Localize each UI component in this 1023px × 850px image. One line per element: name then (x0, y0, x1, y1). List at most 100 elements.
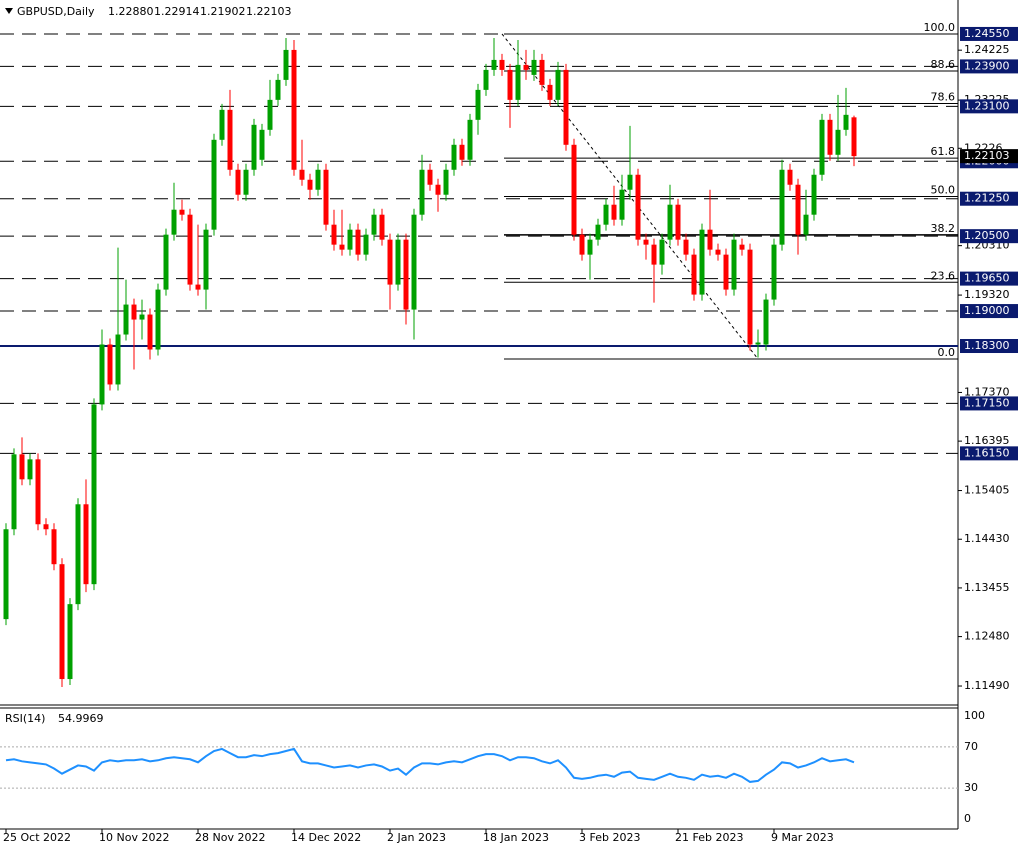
level-label: 1.23100 (964, 99, 1010, 112)
candle-body (803, 214, 809, 235)
level-box (960, 446, 1018, 461)
candle-body (539, 59, 545, 85)
header-value: 1.22103 (246, 5, 292, 18)
candle-body (291, 49, 297, 170)
candle-body (627, 174, 633, 190)
candle-body (771, 244, 777, 300)
candle-body (603, 204, 609, 225)
candle-body (715, 249, 721, 255)
y-tick-label: 1.16395 (964, 434, 1010, 447)
candle-body (499, 59, 505, 70)
x-tick-label: 14 Dec 2022 (291, 831, 361, 844)
candle-body (739, 244, 745, 250)
x-tick-label: 10 Nov 2022 (99, 831, 169, 844)
candle-body (19, 454, 25, 480)
level-box (960, 26, 1018, 41)
y-tick-label: 1.11490 (964, 679, 1010, 692)
candle-body (187, 214, 193, 285)
candle-body (155, 289, 161, 350)
candle-body (35, 459, 41, 525)
candle-body (563, 69, 569, 145)
candle-body (3, 529, 9, 620)
rsi-value: 54.9969 (58, 712, 104, 725)
rsi-title: RSI(14) (5, 712, 45, 725)
candle-body (731, 239, 737, 290)
candle-body (179, 209, 185, 215)
candle-body (299, 169, 305, 180)
candle-body (779, 169, 785, 245)
candle-body (411, 214, 417, 310)
y-tick-label: 1.24225 (964, 43, 1010, 56)
candle-body (619, 189, 625, 220)
candle-body (259, 129, 265, 160)
candle-body (467, 119, 473, 160)
candle-body (403, 239, 409, 310)
candle-body (459, 144, 465, 160)
candle-body (419, 169, 425, 215)
candle-body (59, 564, 65, 680)
candle-body (283, 49, 289, 80)
candle-body (107, 344, 113, 385)
candle-body (227, 109, 233, 170)
level-box (960, 271, 1018, 286)
level-box (960, 191, 1018, 206)
price-label: 1.22103 (964, 149, 1010, 162)
y-tick-label: 1.15405 (964, 484, 1010, 497)
candle-body (571, 144, 577, 235)
candle-body (835, 129, 841, 155)
price-box (960, 149, 1018, 164)
level-label: 1.23900 (964, 59, 1010, 72)
candle-body (243, 169, 249, 195)
rsi-tick-label: 70 (964, 740, 978, 753)
candle-body (123, 304, 129, 335)
candle-body (795, 184, 801, 235)
x-tick-label: 21 Feb 2023 (675, 831, 743, 844)
rsi-line (5, 747, 855, 783)
y-tick-label: 1.12480 (964, 630, 1010, 643)
fib-label: 78.6 (931, 91, 956, 104)
candle-body (483, 69, 489, 90)
candle-body (515, 64, 521, 100)
candle-body (219, 109, 225, 140)
candle-body (507, 69, 513, 100)
fib-label: 61.8 (931, 145, 956, 158)
candle-body (755, 342, 761, 345)
fib-label: 100.0 (924, 21, 956, 34)
rsi-tick-label: 30 (964, 781, 978, 794)
header-value: 1.22880 (108, 5, 154, 18)
candle-body (147, 314, 153, 350)
candle-body (699, 229, 705, 295)
candle-body (683, 239, 689, 255)
candle-body (523, 64, 529, 70)
candle-body (43, 524, 49, 530)
x-tick-label: 25 Oct 2022 (3, 831, 71, 844)
candle-body (195, 284, 201, 290)
candle-body (323, 169, 329, 225)
candle-body (851, 117, 857, 157)
candle-body (667, 204, 673, 240)
candle-body (275, 79, 281, 100)
candle-body (435, 184, 441, 195)
x-tick-label: 28 Nov 2022 (195, 831, 265, 844)
candle-body (395, 239, 401, 285)
candle-body (11, 454, 17, 530)
candle-body (163, 234, 169, 290)
header-value: 1.22914 (154, 5, 200, 18)
candle-body (355, 229, 361, 255)
candle-body (579, 234, 585, 255)
candle-body (171, 209, 177, 235)
rsi-tick-label: 0 (964, 812, 971, 825)
candle-body (555, 69, 561, 100)
candle-body (659, 239, 665, 265)
candle-body (443, 169, 449, 195)
candle-body (115, 334, 121, 385)
level-box (960, 99, 1018, 114)
y-tick-label: 1.17370 (964, 385, 1010, 398)
candle-body (235, 169, 241, 195)
menu-arrow[interactable] (5, 8, 13, 14)
candle-body (723, 254, 729, 290)
candle-body (83, 504, 89, 585)
y-tick-label: 1.19320 (964, 288, 1010, 301)
candle-body (251, 124, 257, 170)
